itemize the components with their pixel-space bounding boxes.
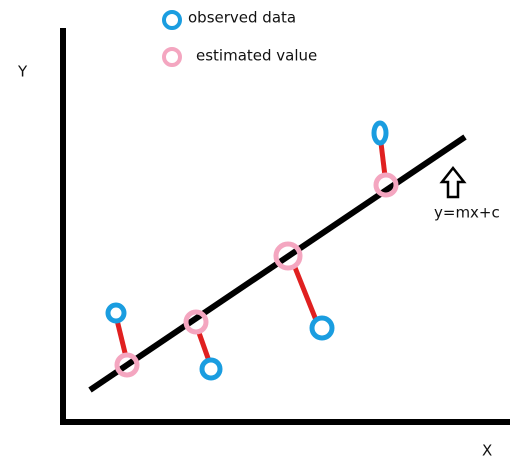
observed-point (105, 302, 127, 324)
legend-observed-label: observed data (188, 9, 296, 27)
observed-point (309, 315, 335, 341)
residual (378, 142, 388, 177)
estimated-point (373, 172, 399, 198)
estimated-point (114, 352, 140, 378)
estimated-point (273, 241, 303, 271)
arrow-icon (439, 165, 467, 199)
legend-observed-marker (162, 10, 182, 30)
observed-point (371, 120, 389, 146)
legend-estimated-marker (162, 47, 182, 67)
residual (195, 329, 212, 362)
residuals (114, 142, 388, 362)
estimated-points (114, 172, 399, 378)
residual (114, 319, 129, 358)
equation-label: y=mx+c (434, 204, 500, 222)
y-axis-label: Y (17, 63, 28, 81)
legend-estimated-label: estimated value (196, 47, 317, 65)
observed-points (105, 120, 389, 381)
estimated-point (183, 309, 209, 335)
x-axis-label: X (482, 442, 492, 460)
residual (291, 264, 319, 321)
observed-point (199, 357, 223, 381)
